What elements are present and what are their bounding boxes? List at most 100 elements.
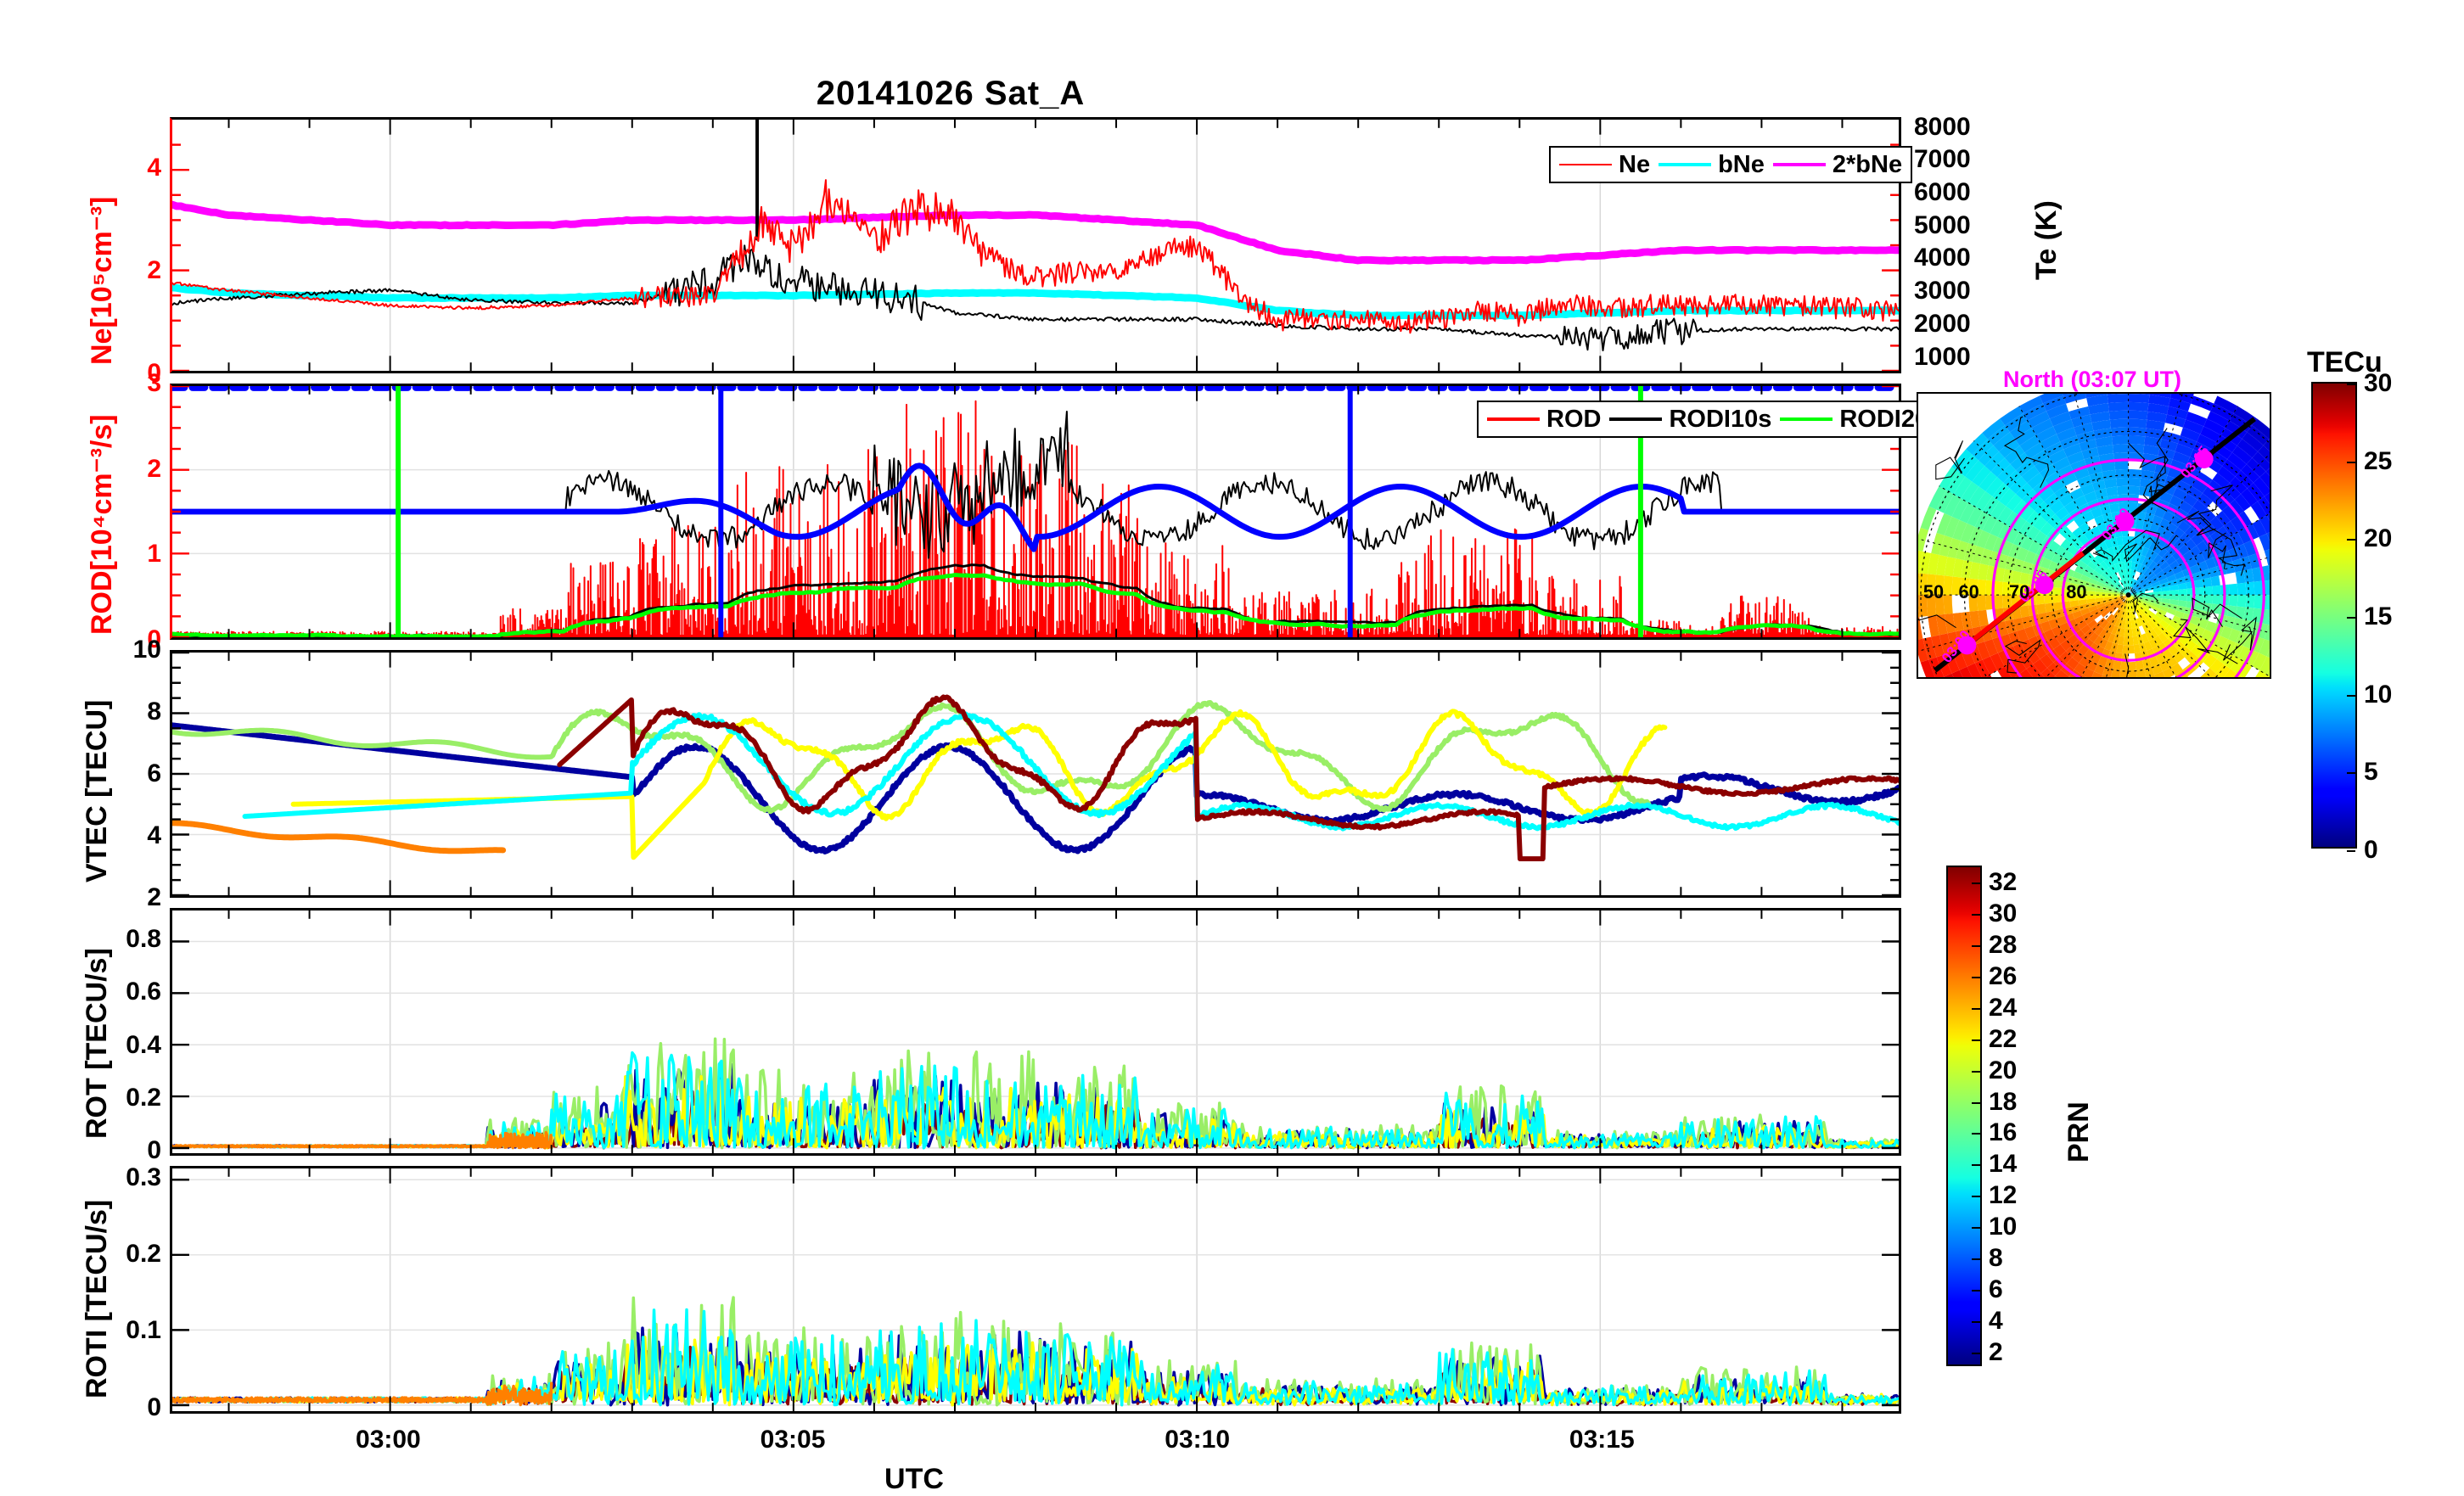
map-lat-label: 70 — [2009, 581, 2029, 602]
colorbar-tick: 8 — [1989, 1244, 2003, 1273]
tec-cell — [2129, 662, 2136, 670]
tec-cell — [2254, 595, 2263, 609]
tec-cell — [2117, 486, 2128, 496]
colorbar-tick: 14 — [1989, 1150, 2017, 1179]
colorbar-tick: 28 — [1989, 931, 2017, 960]
legend-item: 2*bNe — [1773, 153, 1902, 177]
tec-cell — [2111, 428, 2129, 437]
tec-cell — [2036, 603, 2046, 614]
colorbar-tickmark — [1972, 1164, 1980, 1166]
tec-cell — [2129, 394, 2150, 403]
axis-tick-label-right: 3000 — [1914, 277, 1971, 305]
legend-swatch — [1487, 417, 1540, 421]
axis-tick-label-right: 4000 — [1914, 244, 1971, 272]
series-2bne — [172, 205, 1899, 261]
prn-colorbar: 2468101214161820222426283032 — [1946, 866, 1982, 1366]
x-axis-tick-label: 03:05 — [761, 1426, 826, 1454]
colorbar-tickmark — [1972, 1102, 1980, 1104]
colorbar-tick: 20 — [2364, 524, 2392, 553]
axis-tick-label-right: 1000 — [1914, 343, 1971, 372]
panel-vtec — [170, 650, 1901, 898]
map-lat-label: 50 — [1923, 581, 1944, 602]
legend-item: Ne — [1559, 153, 1650, 177]
colorbar-tickmark — [2347, 695, 2355, 697]
colorbar-tickmark — [2347, 462, 2355, 463]
panel-ne-te-ylabel: Ne[10⁵cm⁻³] — [85, 197, 119, 365]
tec-cell — [1944, 595, 1953, 614]
legend-label: bNe — [1718, 153, 1765, 177]
colorbar-tick: 5 — [2364, 758, 2378, 787]
tec-cell — [2113, 444, 2129, 453]
panel-ne-te-ylabel-right: Te (K) — [2030, 200, 2063, 280]
tec-cell — [2036, 595, 2045, 604]
colorbar-tick: 16 — [1989, 1118, 2017, 1147]
colorbar-tick: 10 — [2364, 681, 2392, 709]
colorbar-tickmark — [2347, 539, 2355, 541]
tec-cell — [2110, 419, 2129, 429]
colorbar-tick: 24 — [1989, 994, 2017, 1023]
map-lat-label: 80 — [2066, 581, 2086, 602]
colorbar-tick: 12 — [1989, 1181, 2017, 1210]
colorbar-tickmark — [1972, 914, 1980, 916]
polar-tec-map[interactable]: 03:0003:0503:1003:1550607080 — [1917, 392, 2271, 679]
axis-tick-label: 10 — [93, 636, 161, 664]
tec-cell — [2229, 595, 2238, 606]
tec-cell — [2170, 595, 2179, 600]
tec-cell — [2052, 587, 2061, 595]
colorbar-tick: 6 — [1989, 1275, 2003, 1304]
tec-cell — [2129, 645, 2135, 653]
legend-label: RODI10s — [1669, 407, 1771, 432]
colorbar-tick: 0 — [2364, 836, 2378, 865]
legend-label: ROD — [1546, 407, 1601, 432]
axis-tick-label-right: 7000 — [1914, 145, 1971, 174]
tec-cell — [2129, 486, 2140, 496]
x-axis-tick-label: 03:15 — [1569, 1426, 1635, 1454]
tec-cell — [2129, 636, 2134, 645]
tec-cell — [2129, 469, 2142, 479]
panel-ne-te-yticks-right: 10002000300040005000600070008000 — [1914, 117, 2033, 373]
legend-item: ROD — [1487, 407, 1601, 432]
colorbar-tick: 18 — [1989, 1088, 2017, 1117]
tec-cell — [2106, 486, 2118, 496]
colorbar-tickmark — [2347, 772, 2355, 774]
tec-cell — [2212, 586, 2220, 595]
axis-tick-label: 4 — [93, 154, 161, 182]
tec-cell — [2129, 428, 2147, 437]
panel-rot — [170, 908, 1901, 1156]
legend-swatch — [1609, 417, 1662, 421]
tec-cell — [1994, 581, 2003, 596]
colorbar-tick: 22 — [1989, 1025, 2017, 1054]
legend-item: bNe — [1659, 153, 1765, 177]
tec-cell — [1994, 595, 2003, 609]
tec-cell — [2020, 606, 2030, 618]
prn-colorbar-title: PRN — [2063, 1101, 2096, 1163]
axis-tick-label: 0 — [93, 1136, 161, 1165]
legend-swatch — [1773, 163, 1826, 166]
legend-rod: RODRODI10sRODI20s — [1477, 401, 1952, 438]
tec-cell — [2129, 402, 2149, 412]
tec-cell — [2122, 645, 2128, 653]
tec-cell — [2129, 411, 2148, 420]
tec-cell — [2116, 478, 2128, 487]
tec-cell — [2179, 595, 2187, 601]
tec-cell — [2229, 584, 2238, 595]
colorbar-tickmark — [1972, 1133, 1980, 1135]
axis-tick-label: 3 — [93, 369, 161, 398]
tec-cell — [2129, 461, 2143, 470]
panel-rod-ylabel: ROD[10⁴cm⁻³/s] — [85, 414, 119, 635]
panel-roti — [170, 1166, 1901, 1414]
colorbar-tick: 25 — [2364, 447, 2392, 476]
legend-label: Ne — [1619, 153, 1650, 177]
legend-ne: Ne bNe 2*bNe — [1549, 146, 1912, 183]
tec-cell — [2195, 595, 2203, 602]
tec-cell — [2254, 581, 2263, 596]
axis-tick-label: 0.3 — [93, 1163, 161, 1192]
colorbar-tickmark — [1972, 1008, 1980, 1010]
axis-tick-label-right: 8000 — [1914, 113, 1971, 142]
x-axis-tick-label: 03:00 — [356, 1426, 421, 1454]
tec-cell — [2115, 469, 2129, 479]
tec-cell — [2246, 582, 2255, 595]
figure-root: 20141026 Sat_A 024 Ne[10⁵cm⁻³] 100020003… — [0, 0, 2464, 1490]
colorbar-tickmark — [1972, 1227, 1980, 1229]
tec-cell — [2129, 478, 2141, 487]
